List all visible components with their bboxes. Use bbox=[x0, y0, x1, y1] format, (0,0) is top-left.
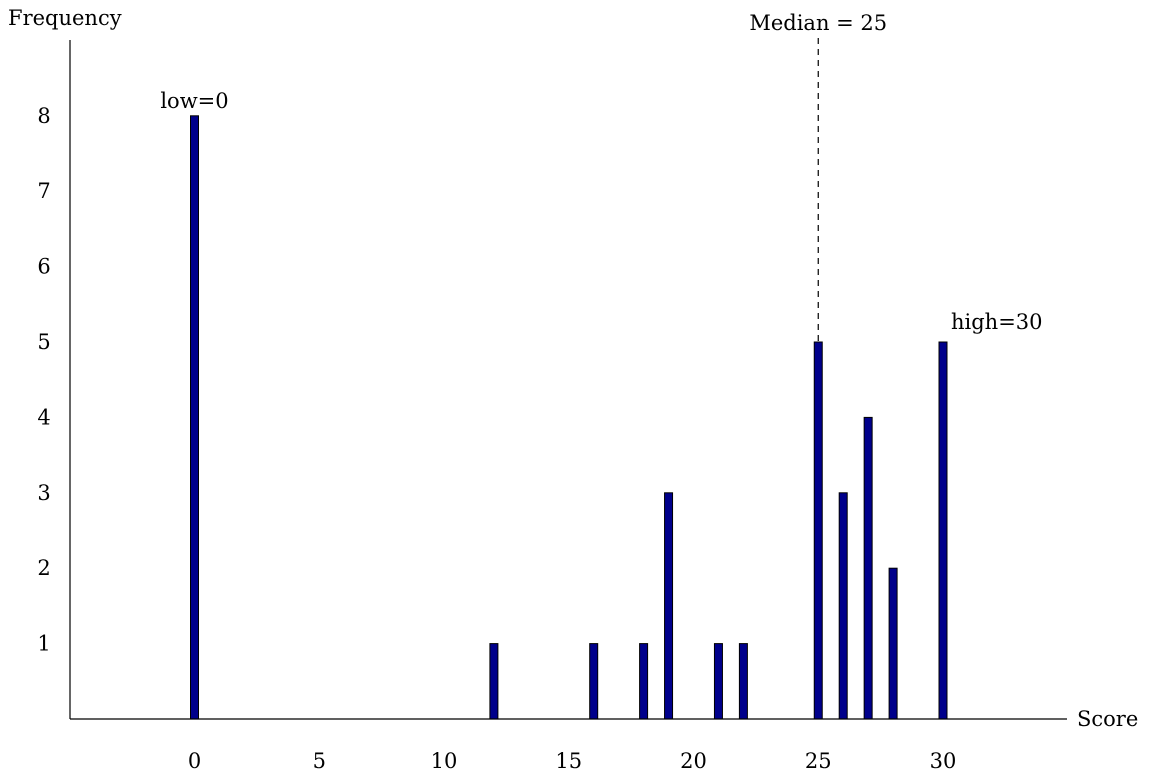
y-tick-label: 8 bbox=[37, 104, 50, 128]
y-tick-label: 1 bbox=[37, 632, 50, 656]
y-axis-label: Frequency bbox=[8, 6, 122, 30]
bar-score-21 bbox=[713, 643, 723, 720]
y-tick-label: 3 bbox=[37, 481, 50, 505]
bar-score-12 bbox=[489, 643, 499, 720]
bar-score-27 bbox=[863, 416, 873, 720]
bar-score-19 bbox=[664, 492, 674, 720]
x-tick-label: 20 bbox=[680, 749, 707, 773]
bar-score-22 bbox=[738, 643, 748, 720]
low-annotation: low=0 bbox=[160, 89, 228, 113]
y-tick-labels: 1 2 3 4 5 6 7 8 bbox=[37, 104, 50, 656]
bar-score-0 bbox=[190, 115, 199, 720]
x-axis-label: Score bbox=[1077, 707, 1138, 731]
bar-score-25 bbox=[813, 341, 823, 720]
high-annotation: high=30 bbox=[951, 310, 1043, 334]
bar-score-28 bbox=[888, 567, 898, 720]
x-tick-labels: 0 5 10 15 20 25 30 bbox=[188, 749, 957, 773]
y-tick-label: 5 bbox=[37, 330, 50, 354]
y-tick-label: 4 bbox=[37, 405, 50, 429]
bar-score-18 bbox=[639, 643, 649, 720]
y-tick-label: 7 bbox=[37, 179, 50, 203]
y-tick-label: 6 bbox=[37, 255, 50, 279]
bars-group bbox=[190, 115, 948, 720]
x-tick-label: 0 bbox=[188, 749, 201, 773]
median-annotation: Median = 25 bbox=[749, 11, 887, 35]
bar-score-30 bbox=[938, 341, 948, 720]
bar-score-26 bbox=[838, 492, 848, 720]
y-tick-label: 2 bbox=[37, 556, 50, 580]
x-tick-label: 25 bbox=[805, 749, 832, 773]
x-tick-label: 15 bbox=[555, 749, 582, 773]
bar-score-16 bbox=[589, 643, 599, 720]
x-tick-label: 30 bbox=[930, 749, 957, 773]
x-tick-label: 5 bbox=[313, 749, 326, 773]
x-tick-label: 10 bbox=[431, 749, 458, 773]
